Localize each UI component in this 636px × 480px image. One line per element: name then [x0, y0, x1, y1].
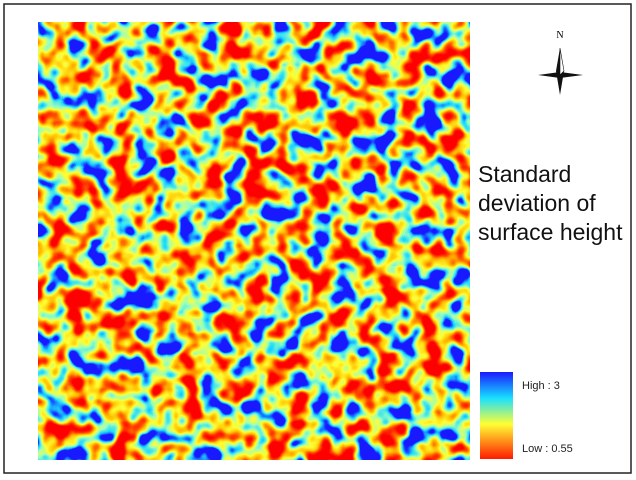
raster — [38, 22, 470, 460]
north-arrow: N — [538, 30, 583, 95]
legend-low: Low : 0.55 — [522, 443, 573, 455]
legend-high: High : 3 — [522, 380, 560, 392]
map-title: Standard deviation of surface height — [478, 160, 628, 247]
legend-ramp — [480, 372, 513, 459]
north-label: N — [556, 30, 563, 41]
page: N High : 3 Low : 0.55 Standard deviation… — [0, 0, 636, 480]
